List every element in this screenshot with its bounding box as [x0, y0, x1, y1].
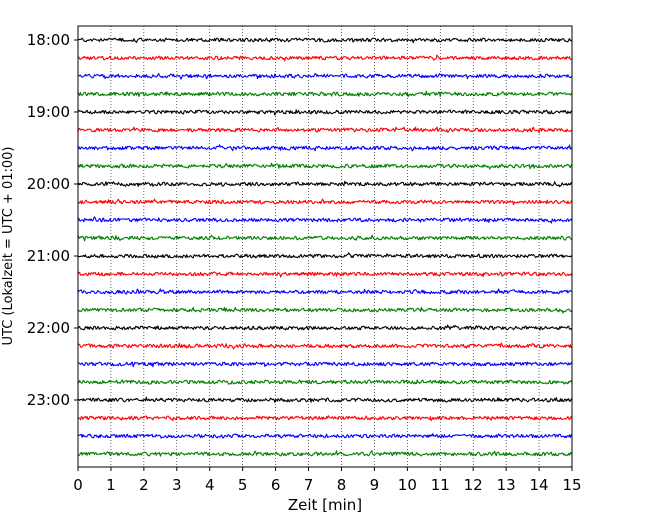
seismic-trace [77, 288, 573, 295]
y-tick-label: 18:00 [27, 31, 70, 49]
y-tick-label: 19:00 [27, 103, 70, 121]
y-tick-label: 20:00 [27, 175, 70, 193]
seismic-trace [77, 342, 573, 350]
y-tick-label: 23:00 [27, 391, 70, 409]
seismic-trace [77, 54, 573, 62]
x-tick-label: 9 [370, 476, 380, 494]
seismic-trace [77, 162, 573, 170]
x-tick-label: 14 [530, 476, 549, 494]
y-tick-label: 21:00 [27, 247, 70, 265]
seismic-traces [77, 37, 573, 457]
seismic-trace [77, 324, 573, 331]
seismic-trace [77, 379, 573, 385]
x-axis-ticks: 0 1 2 3 4 5 6 7 8 9 10 11 12 13 14 15 [73, 467, 582, 494]
x-tick-label: 4 [205, 476, 215, 494]
x-tick-label: 3 [172, 476, 182, 494]
x-tick-label: 0 [73, 476, 83, 494]
x-tick-label: 5 [238, 476, 248, 494]
x-tick-label: 12 [464, 476, 483, 494]
x-tick-label: 2 [139, 476, 149, 494]
seismic-trace [77, 252, 573, 259]
x-tick-label: 6 [271, 476, 281, 494]
seismic-trace [77, 90, 573, 98]
x-tick-label: 15 [562, 476, 581, 494]
x-tick-label: 7 [304, 476, 314, 494]
seismic-trace [77, 144, 573, 152]
seismic-trace [77, 271, 573, 278]
seismic-trace [77, 361, 573, 368]
seismic-trace [77, 415, 573, 422]
seismic-trace [77, 234, 573, 242]
x-axis-label: Zeit [min] [288, 496, 362, 514]
seismic-trace [77, 396, 573, 403]
x-tick-label: 11 [431, 476, 450, 494]
x-tick-label: 8 [337, 476, 347, 494]
y-axis-label: UTC (Lokalzeit = UTC + 01:00) [1, 147, 16, 346]
seismic-trace [77, 450, 573, 457]
x-tick-label: 10 [398, 476, 417, 494]
y-axis-ticks: 18:00 19:00 20:00 21:00 22:00 23:00 [27, 31, 78, 409]
seismic-trace [77, 37, 573, 44]
seismic-trace [77, 180, 573, 188]
seismic-trace [77, 433, 573, 439]
plot-frame [77, 25, 573, 468]
x-tick-label: 1 [106, 476, 116, 494]
seismic-trace [77, 306, 573, 314]
x-grid-lines [110, 26, 540, 467]
seismic-trace [77, 72, 573, 80]
seismic-trace [77, 109, 573, 116]
seismic-trace [77, 198, 573, 206]
seismic-trace [77, 126, 573, 134]
x-tick-label: 13 [497, 476, 516, 494]
seismic-trace [77, 216, 573, 224]
y-tick-label: 22:00 [27, 319, 70, 337]
